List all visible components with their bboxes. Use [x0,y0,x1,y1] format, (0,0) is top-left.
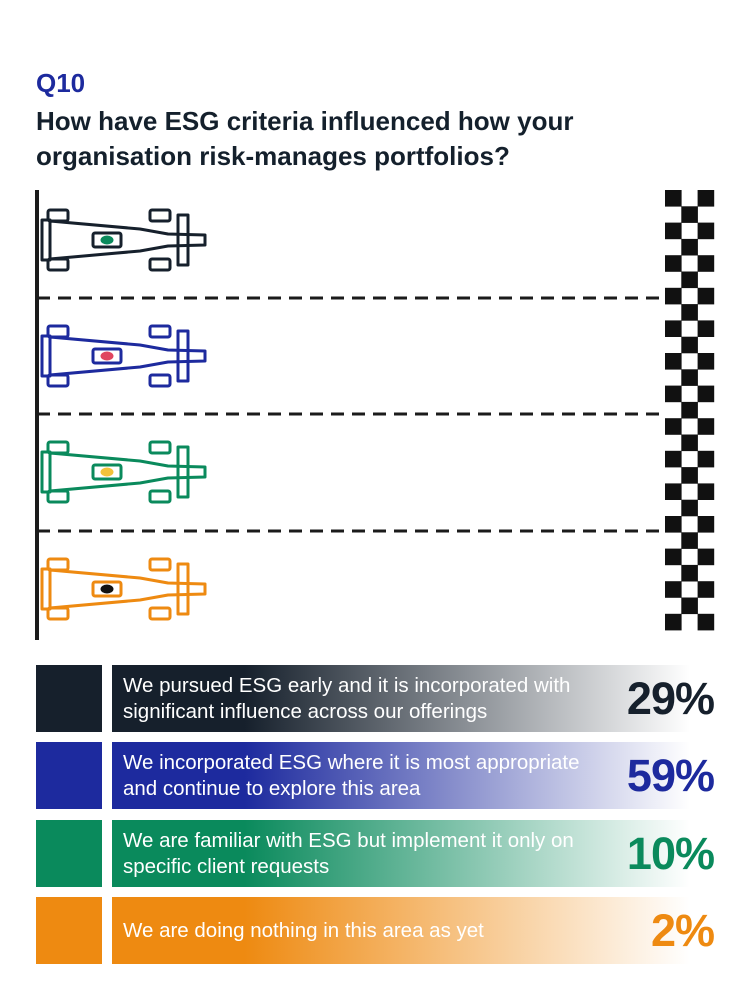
question-number: Q10 [36,68,86,98]
response-bar: We are familiar with ESG but implement i… [112,820,714,887]
response-label: We incorporated ESG where it is most app… [123,750,580,800]
color-swatch [36,665,102,732]
race-car-icon [40,324,207,388]
race-track [35,190,715,640]
response-percentage: 29% [626,672,714,724]
response-percentage: 2% [650,904,714,956]
response-label: We are familiar with ESG but implement i… [123,828,574,878]
response-label: We pursued ESG early and it is incorpora… [123,673,571,723]
response-label: We are doing nothing in this area as yet [123,918,484,942]
response-percentage: 59% [626,749,714,801]
color-swatch [36,742,102,809]
response-bar: We incorporated ESG where it is most app… [112,742,714,809]
question-title: How have ESG criteria influenced how you… [36,106,574,171]
race-car-icon [40,208,207,272]
color-swatch [36,820,102,887]
response-bar: We pursued ESG early and it is incorpora… [112,665,714,732]
response-percentage: 10% [626,827,714,879]
race-car-icon [40,440,207,504]
response-bar: We are doing nothing in this area as yet… [112,897,714,964]
color-swatch [36,897,102,964]
checkered-flag-icon [665,190,715,631]
race-car-icon [40,557,207,621]
